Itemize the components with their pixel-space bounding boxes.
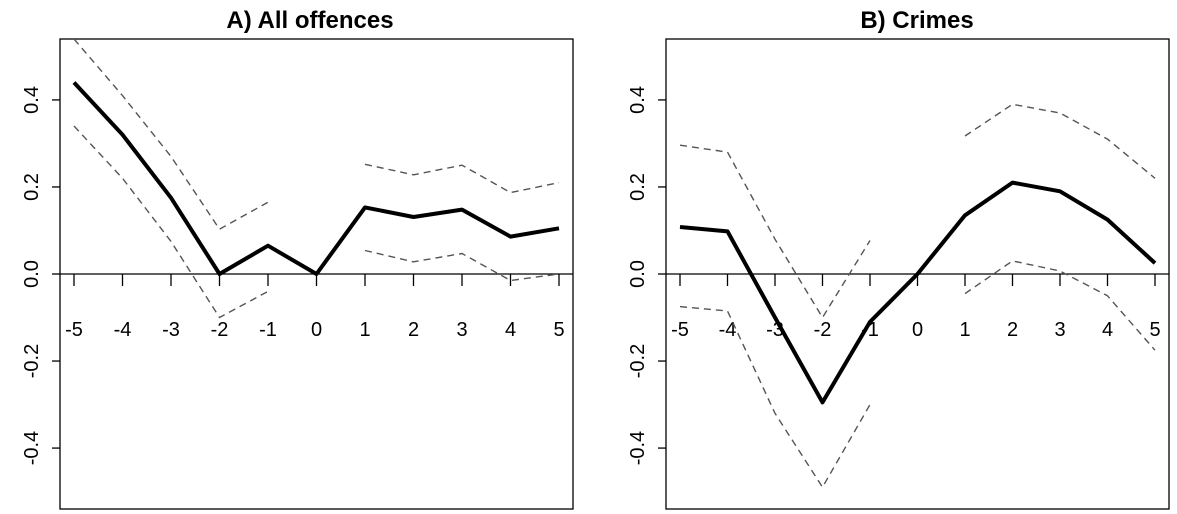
x-tick-label: 2 <box>1007 319 1018 341</box>
panel-all-offences: A) All offences -0.4 -0.2 0.0 0.2 0.4 -5 -4 -3 -… <box>21 7 574 510</box>
x-tick-label: -4 <box>114 319 132 341</box>
x-tick-label: -2 <box>814 319 832 341</box>
series-estimate-line <box>679 180 1157 405</box>
x-tick-label: 1 <box>359 319 370 341</box>
x-tick-label: 3 <box>1054 319 1065 341</box>
x-tick-label: 0 <box>912 319 923 341</box>
y-tick-label: 0.0 <box>21 260 43 288</box>
x-tick-label: 1 <box>959 319 970 341</box>
panel-title: B) Crimes <box>860 7 973 34</box>
series-lower-bound-line <box>73 125 269 319</box>
x-tick-label: 0 <box>311 319 322 341</box>
y-tick-label: -0.4 <box>21 431 43 465</box>
x-tick-label: 5 <box>553 319 564 341</box>
series-estimate-line <box>72 81 560 276</box>
y-tick-label: -0.2 <box>21 344 43 378</box>
x-tick-label: 4 <box>505 319 516 341</box>
series-upper-bound-line <box>679 144 871 319</box>
y-tick-label: -0.2 <box>627 344 649 378</box>
x-tick-label: 4 <box>1102 319 1113 341</box>
series-upper-bound-line <box>73 38 269 230</box>
x-tick-label: -4 <box>719 319 737 341</box>
y-tick-label: -0.4 <box>627 431 649 465</box>
y-tick-label: 0.4 <box>627 86 649 114</box>
y-tick-label: 0.0 <box>627 260 649 288</box>
series-upper-bound-line <box>364 163 560 194</box>
series-lower-bound-line <box>679 305 871 488</box>
series-upper-bound-line <box>964 103 1156 179</box>
x-tick-label: 5 <box>1149 319 1160 341</box>
x-tick-label: -3 <box>162 319 180 341</box>
x-tick-label: -2 <box>211 319 229 341</box>
y-tick-label: 0.2 <box>627 173 649 201</box>
x-tick-label: 2 <box>408 319 419 341</box>
series-lower-bound-line <box>364 249 560 282</box>
series-lower-bound-line <box>964 260 1156 351</box>
y-tick-label: 0.4 <box>21 86 43 114</box>
x-tick-label: -5 <box>65 319 83 341</box>
panel-title: A) All offences <box>226 7 393 34</box>
y-tick-label: 0.2 <box>21 173 43 201</box>
x-tick-label: -5 <box>671 319 689 341</box>
panel-crimes: B) Crimes -0.4-0.20.00.20.4-5 -4 -3 -2 -1 0 1 2… <box>627 7 1170 510</box>
x-tick-label: -1 <box>259 319 277 341</box>
x-tick-label: 3 <box>456 319 467 341</box>
x-tick-label: -1 <box>861 319 879 341</box>
